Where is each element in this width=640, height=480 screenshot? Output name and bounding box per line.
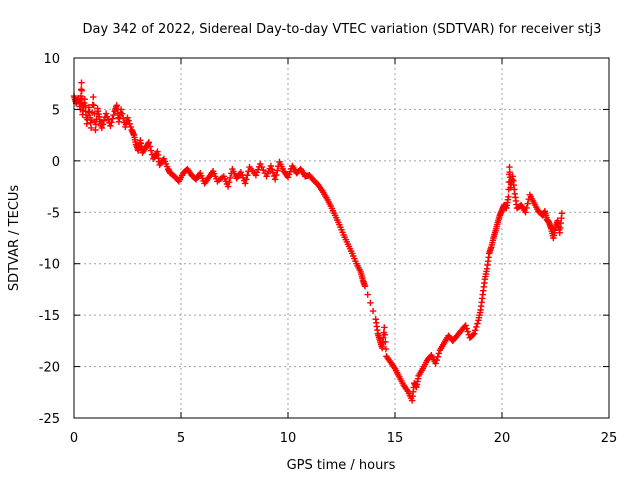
data-point bbox=[369, 307, 377, 315]
data-point bbox=[90, 93, 97, 101]
chart-title: Day 342 of 2022, Sidereal Day-to-day VTE… bbox=[83, 22, 602, 37]
data-point bbox=[462, 322, 469, 329]
data-point bbox=[267, 162, 275, 170]
data-point bbox=[126, 120, 133, 128]
data-point bbox=[433, 356, 440, 364]
data-point bbox=[90, 102, 97, 109]
data-point bbox=[98, 124, 106, 132]
data-point bbox=[274, 167, 281, 174]
data-point bbox=[381, 324, 388, 331]
data-point bbox=[464, 328, 471, 335]
data-point bbox=[268, 166, 276, 173]
data-point bbox=[364, 291, 371, 298]
y-tick-label: -25 bbox=[39, 412, 60, 427]
data-point bbox=[110, 111, 117, 119]
grid-lines bbox=[74, 58, 609, 418]
y-tick-label: -15 bbox=[39, 309, 60, 324]
tick-labels: 0 5 10 15 20 25 10 5 0 -5 -10 -15 -20 -25 bbox=[39, 52, 618, 446]
data-point bbox=[381, 331, 389, 338]
x-axis-label: GPS time / hours bbox=[287, 458, 396, 473]
data-point bbox=[505, 193, 512, 201]
y-axis-label: SDTVAR / TECUs bbox=[7, 185, 22, 292]
data-series bbox=[70, 79, 566, 404]
data-point bbox=[269, 169, 277, 176]
data-point bbox=[87, 124, 95, 132]
x-tick-label: 15 bbox=[387, 431, 404, 446]
data-point bbox=[227, 174, 234, 182]
y-tick-label: 5 bbox=[52, 103, 60, 118]
data-point bbox=[382, 345, 390, 353]
data-point bbox=[558, 210, 566, 217]
y-tick-label: 0 bbox=[52, 155, 60, 170]
data-point bbox=[81, 95, 88, 103]
data-point bbox=[92, 126, 99, 134]
data-point bbox=[147, 147, 155, 154]
data-point bbox=[78, 79, 85, 86]
data-point bbox=[243, 176, 250, 183]
data-point bbox=[382, 338, 389, 346]
data-point bbox=[242, 180, 249, 187]
data-point bbox=[524, 200, 531, 207]
data-point bbox=[474, 320, 481, 327]
axis-ticks bbox=[73, 57, 610, 419]
plot-frame bbox=[73, 57, 610, 419]
data-point bbox=[82, 102, 89, 109]
data-point bbox=[105, 116, 112, 123]
data-point bbox=[469, 331, 477, 338]
y-tick-label: 10 bbox=[43, 52, 60, 67]
data-point bbox=[224, 183, 232, 190]
data-point bbox=[470, 330, 478, 337]
data-point bbox=[523, 204, 530, 212]
y-tick-label: -20 bbox=[39, 361, 60, 376]
data-point bbox=[117, 106, 125, 113]
data-point bbox=[108, 119, 115, 126]
x-tick-label: 5 bbox=[177, 431, 185, 446]
data-point bbox=[432, 360, 439, 367]
x-tick-label: 10 bbox=[280, 431, 297, 446]
data-point bbox=[146, 143, 154, 150]
x-tick-label: 25 bbox=[601, 431, 618, 446]
data-point bbox=[103, 113, 111, 120]
x-tick-label: 0 bbox=[70, 431, 78, 446]
data-point bbox=[92, 121, 100, 128]
data-point bbox=[145, 139, 153, 146]
data-point bbox=[273, 171, 280, 179]
data-point bbox=[367, 299, 374, 306]
data-point bbox=[125, 117, 132, 124]
data-point bbox=[127, 123, 134, 131]
data-point bbox=[78, 87, 85, 94]
data-point bbox=[107, 122, 114, 130]
data-point bbox=[118, 110, 126, 117]
data-point bbox=[102, 110, 110, 117]
data-point bbox=[434, 353, 441, 360]
data-point bbox=[244, 172, 251, 179]
data-point bbox=[473, 323, 480, 331]
data-point bbox=[472, 327, 479, 334]
data-point bbox=[99, 121, 107, 128]
data-point bbox=[463, 325, 470, 332]
data-point bbox=[522, 209, 529, 216]
y-tick-label: -10 bbox=[39, 258, 60, 273]
x-tick-label: 20 bbox=[494, 431, 511, 446]
data-point bbox=[88, 117, 95, 124]
data-point bbox=[271, 176, 279, 183]
data-point bbox=[100, 117, 108, 124]
data-point bbox=[225, 179, 233, 186]
data-point bbox=[109, 115, 116, 122]
data-point bbox=[124, 114, 131, 121]
y-tick-label: -5 bbox=[47, 206, 60, 221]
data-point bbox=[361, 283, 369, 290]
data-point bbox=[435, 350, 443, 357]
